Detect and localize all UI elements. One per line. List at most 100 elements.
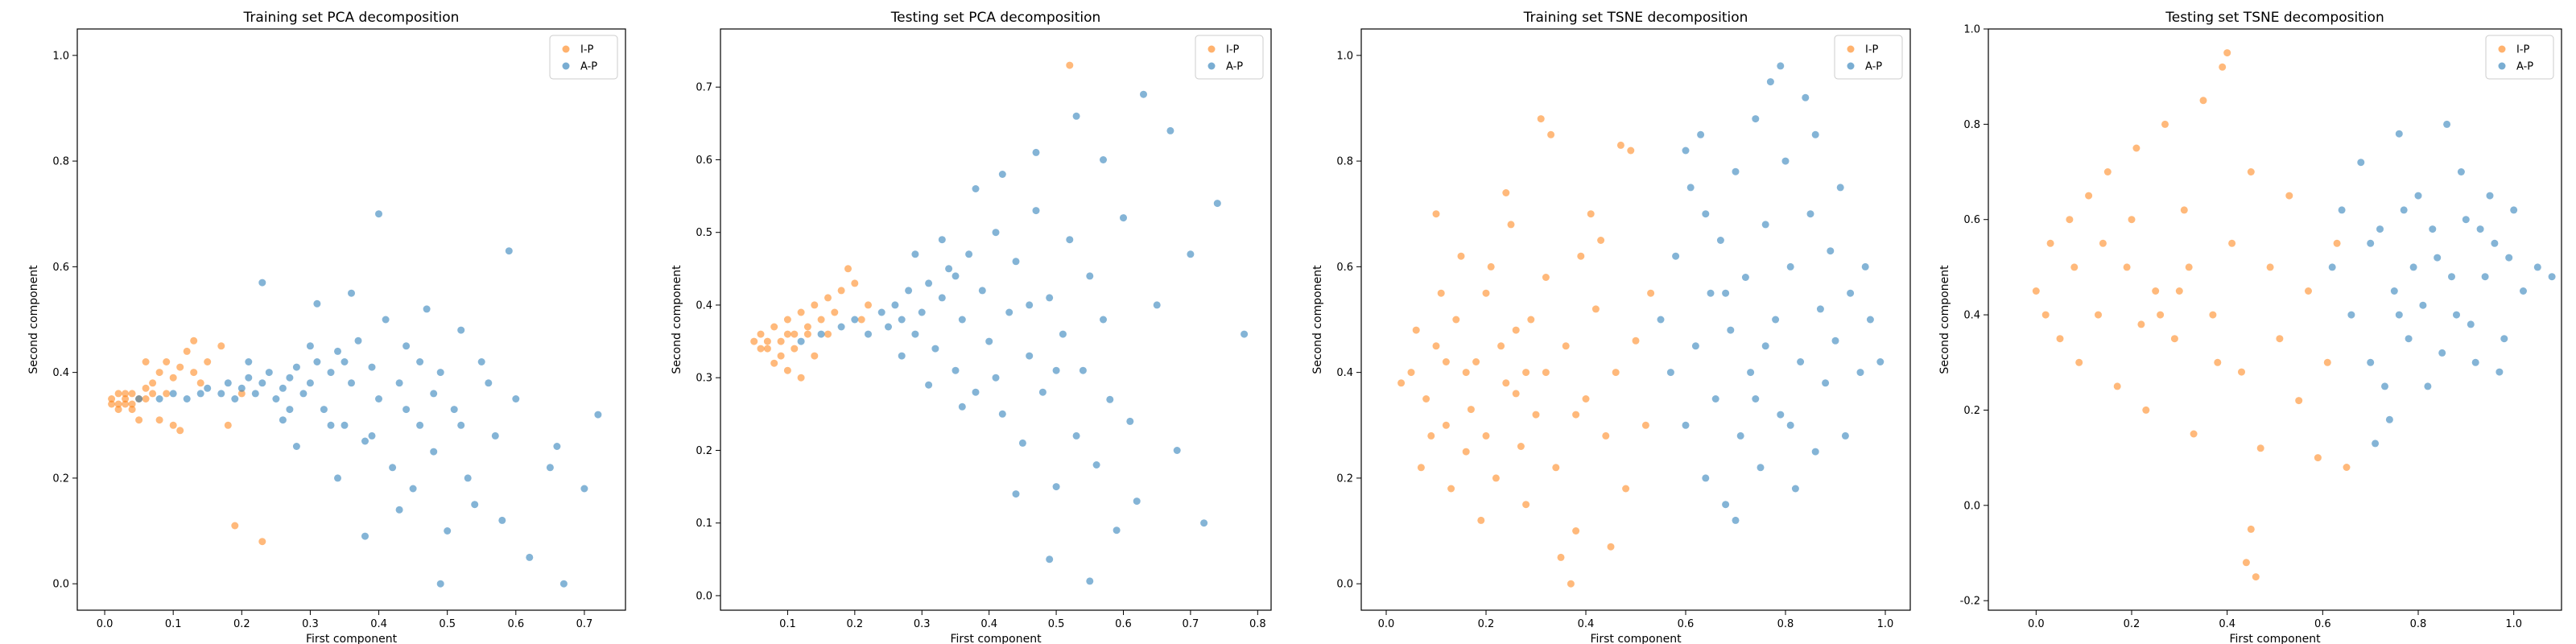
data-point [797,308,805,316]
data-point [2137,320,2145,328]
data-point [1791,485,1799,493]
y-tick-label: 0.8 [52,156,69,168]
data-point [546,464,554,472]
legend-label: A-P [580,61,597,73]
legend: I-P A-P [549,35,618,80]
data-point [395,379,403,387]
data-point [2381,382,2388,390]
data-point [1736,431,1744,440]
data-point [985,337,993,345]
data-point [1005,308,1013,316]
data-point [128,390,136,398]
data-point [128,400,136,408]
data-point [1512,326,1520,334]
x-tick-label: 0.8 [1777,618,1794,630]
x-axis-label: First component [1590,633,1682,644]
x-tick-label: 0.0 [97,618,114,630]
data-point [1052,366,1060,374]
data-point [1836,184,1844,192]
data-point [169,421,177,429]
data-point [2471,358,2479,366]
series-I-P [108,336,266,546]
legend-label: A-P [1226,61,1243,73]
data-point [1452,316,1460,324]
data-point [1502,189,1510,196]
data-point [1417,464,1425,472]
x-tick-label: 0.6 [2314,618,2331,630]
data-point [2467,320,2475,328]
x-tick-label: 0.3 [302,618,319,630]
data-point [491,431,499,440]
data-point [2266,263,2274,271]
data-point [155,369,163,377]
data-point [1702,474,1710,482]
x-axis-label: First component [2229,633,2321,644]
data-point [258,379,266,387]
data-point [2395,130,2403,138]
data-point [1827,247,1835,255]
data-point [1407,369,1415,377]
data-point [2462,216,2470,224]
data-point [1786,262,1794,270]
data-point [122,390,130,398]
data-point [423,305,431,313]
data-point [877,308,886,316]
data-point [279,416,287,424]
data-point [1777,62,1785,70]
data-point [2056,335,2064,343]
x-tick-label: 0.2 [846,618,863,630]
data-point [952,272,960,280]
data-point [998,171,1006,178]
x-tick-label: 0.4 [1578,618,1595,630]
data-point [1072,431,1080,440]
data-point [402,406,411,414]
data-point [1038,388,1046,396]
data-point [2066,216,2074,224]
data-point [757,330,765,338]
data-point [580,485,588,493]
data-point [402,342,411,350]
data-point [2367,358,2375,366]
data-point [2123,263,2131,271]
data-point [196,379,204,387]
data-point [1811,130,1819,138]
plot-frame [76,28,626,611]
data-point [1666,369,1674,377]
data-point [1422,395,1430,402]
data-point [2219,63,2227,71]
y-tick-label: 1.0 [52,50,69,62]
data-point [1052,483,1060,491]
data-point [1046,294,1054,302]
data-point [1577,252,1585,260]
data-point [1632,336,1640,345]
x-tick-label: 0.2 [1478,618,1495,630]
data-point [2228,239,2236,247]
data-point [1747,369,1755,377]
x-tick-label: 0.6 [1678,618,1695,630]
data-point [1026,352,1034,360]
data-point [1133,497,1141,506]
data-point [135,395,143,402]
data-point [2453,311,2460,319]
series-A-P [2328,120,2556,448]
plot-frame [1360,28,1911,611]
data-point [430,448,438,456]
data-point [114,406,122,414]
data-point [1537,115,1545,123]
legend: I-P A-P [2485,35,2554,80]
data-point [375,210,382,218]
data-point [1497,342,1505,350]
data-point [2305,287,2312,295]
data-point [334,474,341,482]
data-point [1567,580,1575,588]
data-point [1716,237,1724,244]
data-point [2520,287,2527,295]
data-point [2405,335,2413,343]
data-point [416,421,424,429]
data-point [824,330,832,338]
data-point [1647,289,1655,297]
data-point [279,384,287,392]
data-point [1876,358,1885,365]
data-point [2247,168,2255,175]
